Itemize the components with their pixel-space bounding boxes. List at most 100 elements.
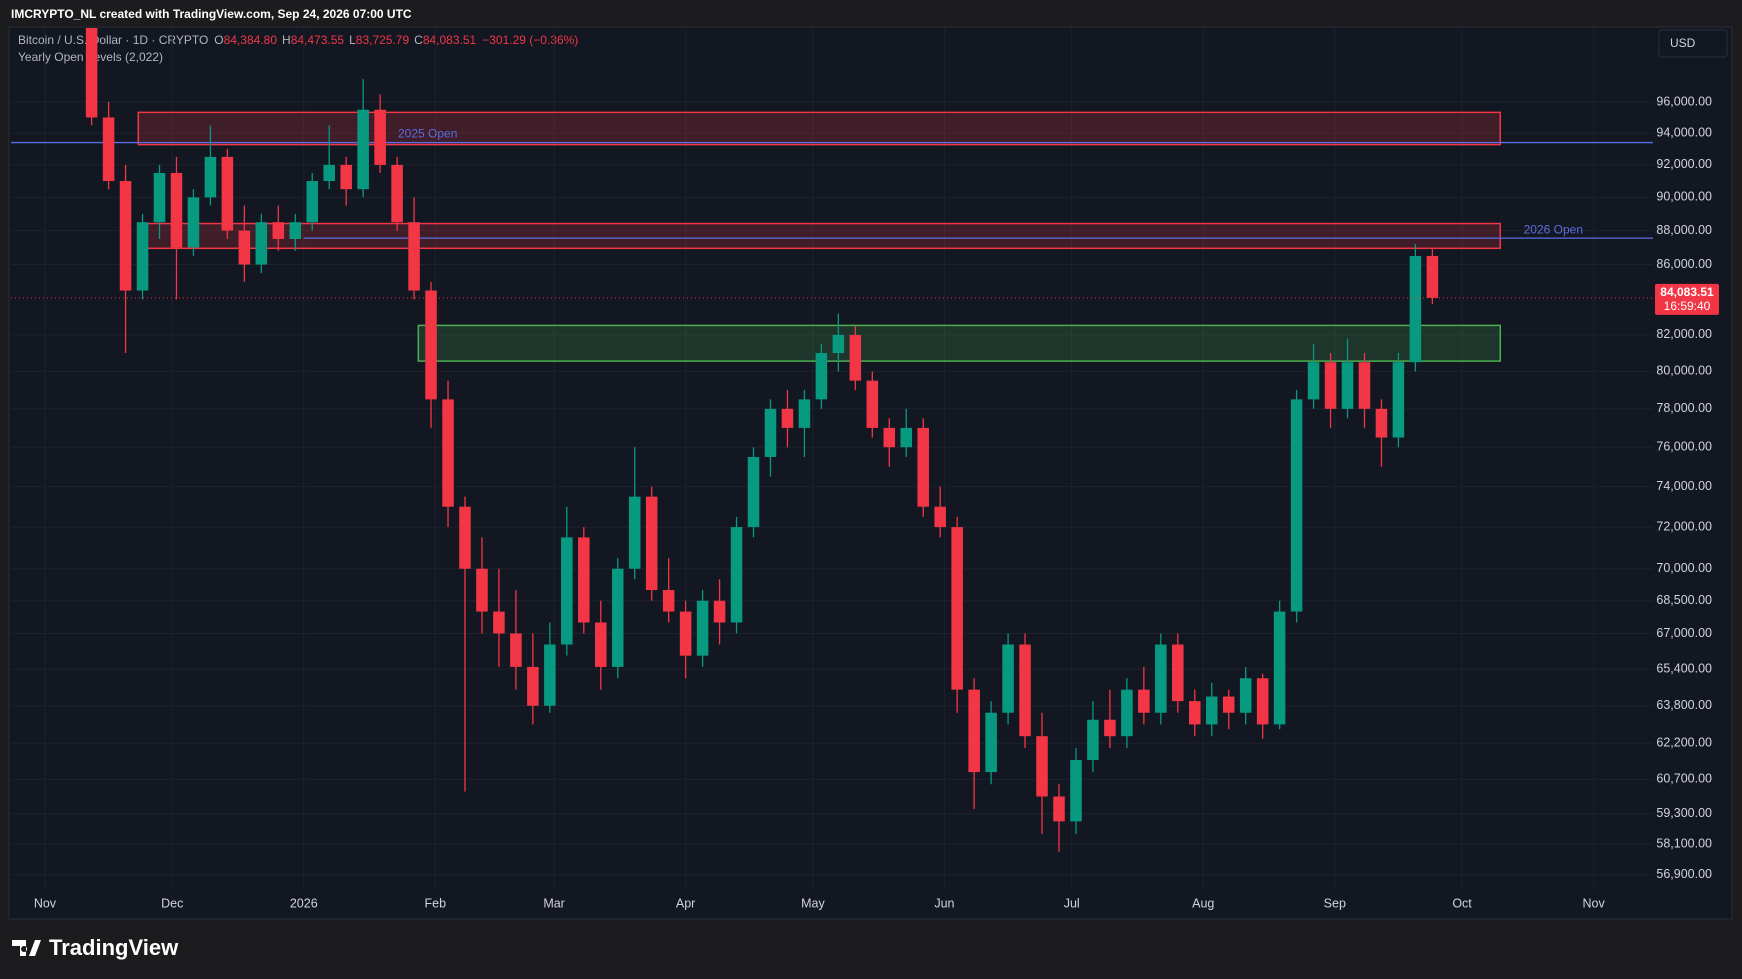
candle-body <box>1239 678 1252 713</box>
candle-body <box>561 537 573 645</box>
candle-body <box>425 290 437 400</box>
candle-body <box>102 117 115 182</box>
candle-body <box>713 600 726 623</box>
ohlc-value: 84,384.80 <box>224 33 278 47</box>
y-tick-label: 72,000.00 <box>1656 519 1712 533</box>
y-tick-label: 67,000.00 <box>1656 626 1712 640</box>
candle-body <box>204 156 217 198</box>
candle-body <box>1222 696 1235 713</box>
candle-body <box>289 222 302 239</box>
ohlc-value: 83,725.79 <box>356 33 410 47</box>
zone <box>137 222 1502 250</box>
x-tick-label: Nov <box>1582 896 1605 910</box>
candle-body <box>1273 611 1286 725</box>
y-tick-label: 86,000.00 <box>1656 257 1712 271</box>
candle-body <box>408 222 420 291</box>
candle-body <box>1341 362 1354 409</box>
candle-body <box>1138 689 1150 713</box>
last-price-badge <box>1655 283 1719 315</box>
candle-body <box>917 427 929 507</box>
currency-label[interactable]: USD <box>1670 36 1696 50</box>
y-tick-label: 68,500.00 <box>1656 593 1712 607</box>
candle-body <box>1375 408 1388 438</box>
candle-body <box>1070 760 1082 822</box>
candle-body <box>866 380 879 428</box>
candle-body <box>1087 719 1099 761</box>
candle-body <box>968 689 980 773</box>
candle-body <box>459 506 471 569</box>
candle-body <box>781 408 794 428</box>
candle-body <box>594 622 607 667</box>
candle-body <box>1392 362 1405 438</box>
candle-body <box>1324 362 1337 409</box>
candle-body <box>153 172 166 223</box>
countdown: 16:59:40 <box>1664 299 1711 313</box>
candle-body <box>578 537 590 623</box>
change: −301.29 (−0.36%) <box>482 33 578 47</box>
candle-body <box>238 230 251 265</box>
candle-body <box>221 156 234 231</box>
brand-logo <box>12 940 41 956</box>
y-tick-label: 74,000.00 <box>1656 479 1712 493</box>
y-tick-label: 80,000.00 <box>1656 364 1712 378</box>
candle-body <box>119 181 132 291</box>
candle-body <box>85 28 98 118</box>
candle-body <box>476 568 488 612</box>
candle-body <box>493 611 505 634</box>
candle-body <box>696 600 709 656</box>
candle-body <box>849 334 862 381</box>
zone <box>417 324 1502 362</box>
candle-body <box>1019 644 1031 737</box>
x-tick-label: Sep <box>1324 896 1346 910</box>
candle-body <box>1205 696 1218 725</box>
candle-body <box>544 644 556 706</box>
currency-button[interactable] <box>1658 29 1728 58</box>
author-line: IMCRYPTO_NL created with TradingView.com… <box>11 7 412 21</box>
candle-body <box>628 496 641 569</box>
candle-body <box>255 222 268 265</box>
zone <box>137 111 1502 146</box>
candle-body <box>1036 736 1048 797</box>
last-price-label: 84,083.51 <box>1660 285 1714 299</box>
candle-body <box>815 353 828 400</box>
x-tick-label: Apr <box>676 896 695 910</box>
candle-body <box>510 633 522 667</box>
brand-name: TradingView <box>49 935 179 960</box>
level-label: 2026 Open <box>1524 222 1583 236</box>
candle-body <box>1290 399 1303 612</box>
candle-body <box>1172 644 1184 702</box>
candle-body <box>1188 701 1201 725</box>
candle-body <box>136 222 149 291</box>
y-tick-label: 94,000.00 <box>1656 125 1712 139</box>
x-tick-label: Jun <box>934 896 954 910</box>
x-tick-label: Feb <box>425 896 447 910</box>
candle-body <box>391 164 403 223</box>
candle-body <box>645 496 658 590</box>
ohlc-value: 84,083.51 <box>423 33 477 47</box>
x-tick-label: Dec <box>161 896 183 910</box>
ohlc-key: L <box>349 33 356 47</box>
candle-body <box>985 712 997 773</box>
candle-body <box>900 427 913 448</box>
y-tick-label: 56,900.00 <box>1656 867 1712 881</box>
x-tick-label: May <box>801 896 825 910</box>
candle-body <box>951 527 963 690</box>
ohlc-value: 84,473.55 <box>291 33 345 47</box>
candle-body <box>934 506 946 528</box>
ohlc-key: C <box>414 33 423 47</box>
candle-body <box>1104 719 1116 737</box>
x-tick-label: 2026 <box>290 896 318 910</box>
candle-body <box>357 109 369 190</box>
y-tick-label: 96,000.00 <box>1656 94 1712 108</box>
candle-body <box>340 164 352 190</box>
y-tick-label: 88,000.00 <box>1656 223 1712 237</box>
candle-body <box>1053 796 1065 822</box>
candle-body <box>679 611 692 656</box>
y-tick-label: 60,700.00 <box>1656 772 1712 786</box>
candle-body <box>832 334 845 354</box>
y-tick-label: 59,300.00 <box>1656 806 1712 820</box>
candle-body <box>527 666 539 706</box>
y-tick-label: 90,000.00 <box>1656 190 1712 204</box>
y-tick-label: 92,000.00 <box>1656 157 1712 171</box>
